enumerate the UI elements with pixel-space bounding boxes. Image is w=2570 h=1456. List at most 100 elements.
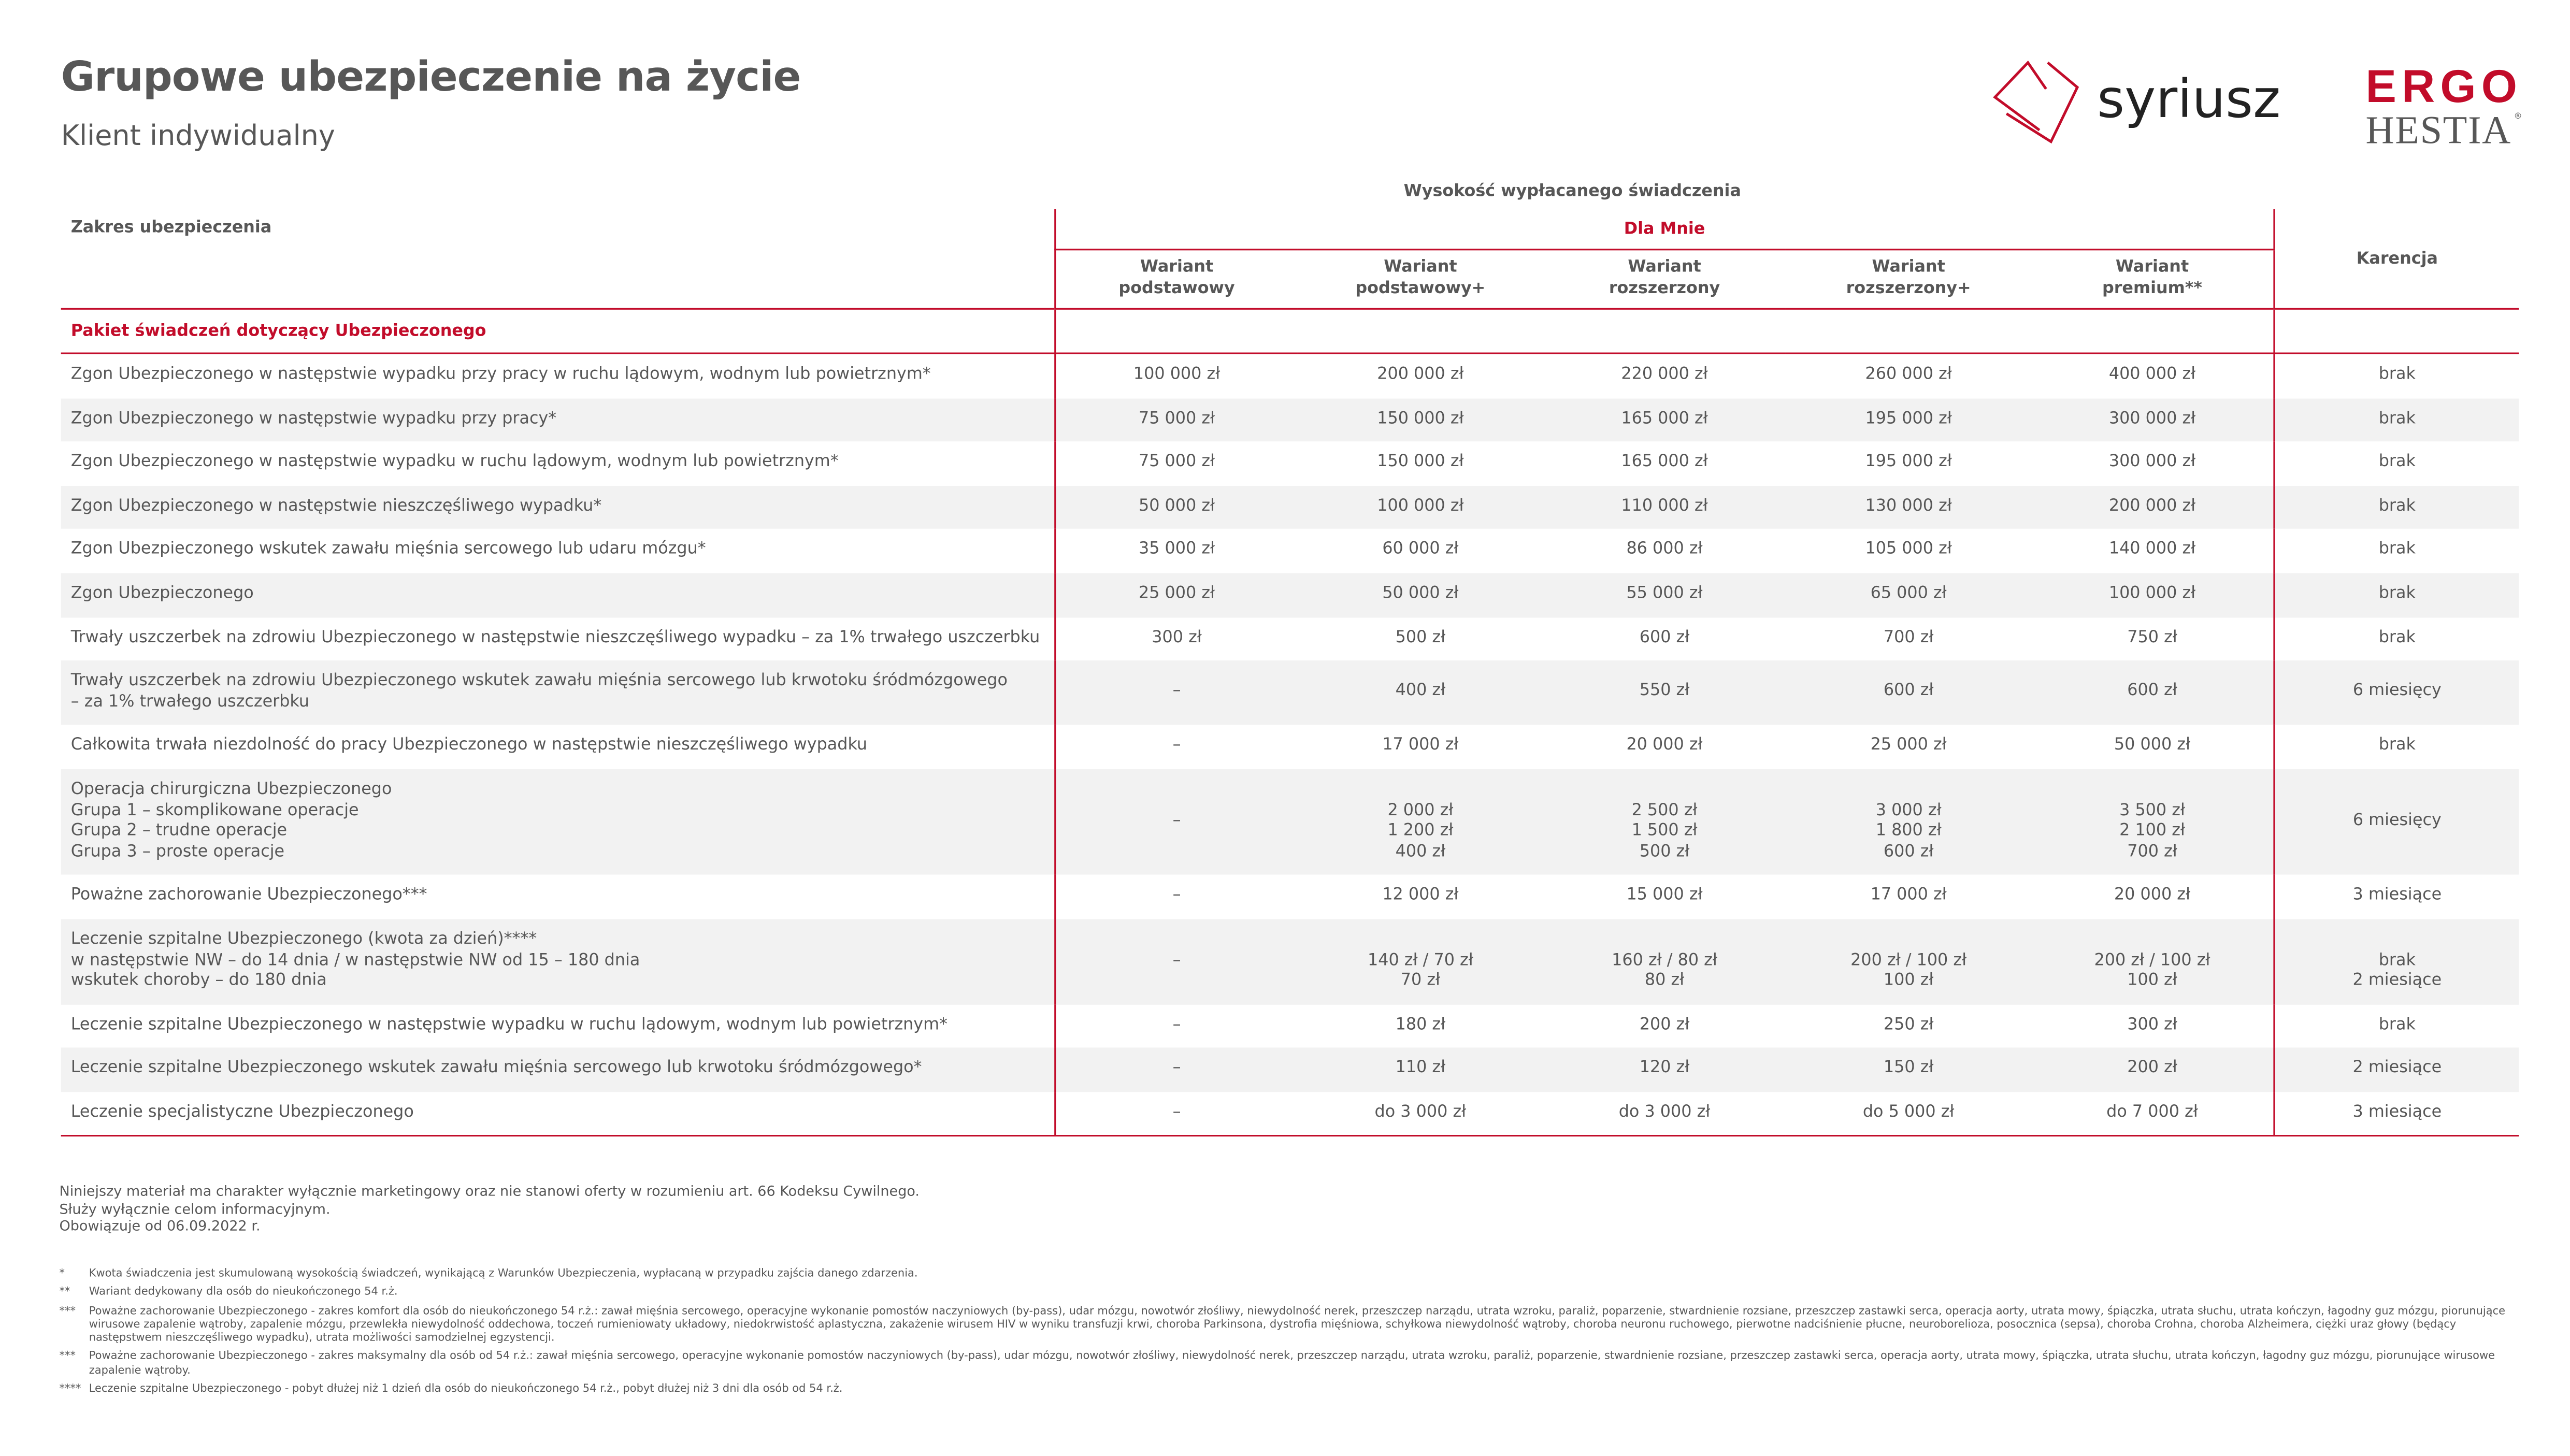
syriusz-logo: syriusz (1993, 60, 2280, 144)
footnote-text: Wariant dedykowany dla osób do nieukończ… (89, 1285, 398, 1299)
karencja-value: brak (2274, 617, 2519, 661)
benefit-value: 100 000 zł (2030, 573, 2275, 617)
benefit-value: 200 zł (1639, 1016, 1690, 1034)
row-label: Zgon Ubezpieczonego w następstwie nieszc… (61, 485, 1055, 529)
table-row: Zgon Ubezpieczonego w następstwie wypadk… (61, 441, 2519, 486)
benefit-value: – (1053, 769, 1299, 875)
variant-header: Wariant podstawowy (1053, 249, 1299, 309)
benefit-value: 3 000 zł 1 800 zł 600 zł (1786, 769, 2031, 875)
table-row: Leczenie szpitalne Ubezpieczonego w nast… (61, 1004, 2519, 1048)
benefit-value: 100 000 zł (1053, 353, 1299, 398)
table-row: Zgon Ubezpieczonego w następstwie wypadk… (61, 398, 2519, 442)
benefit-value: 50 000 zł (1298, 573, 1543, 617)
karencja-value: brak (2274, 725, 2519, 769)
benefit-value: 3 500 zł 2 100 zł 700 zł (2030, 769, 2275, 875)
benefit-value: 50 000 zł (1053, 485, 1299, 529)
benefit-value: 300 000 zł (2030, 398, 2275, 442)
benefit-value: 600 zł (1786, 660, 2031, 726)
benefit-value: 105 000 zł (1865, 541, 1952, 559)
karencja-value: 3 miesiące (2274, 875, 2519, 919)
benefit-value: do 5 000 zł (1786, 1091, 2031, 1137)
table-row: Trwały uszczerbek na zdrowiu Ubezpieczon… (61, 617, 2519, 661)
svg-text:®: ® (2514, 111, 2522, 121)
benefit-value: – (1053, 1004, 1299, 1048)
table-row: Leczenie specjalistyczne Ubezpieczonego –… (61, 1091, 2519, 1137)
benefit-value: 160 zł / 80 zł 80 zł (1542, 919, 1787, 1004)
karencja-value: 3 miesiące (2274, 1091, 2519, 1137)
benefit-value: 200 000 zł (2030, 485, 2275, 529)
row-label: Trwały uszczerbek na zdrowiu Ubezpieczon… (70, 628, 1040, 647)
benefit-value: 550 zł (1542, 660, 1787, 726)
footnote-text: Poważne zachorowanie Ubezpieczonego - za… (89, 1349, 2495, 1377)
benefit-value: 20 000 zł (1626, 737, 1703, 755)
benefit-value: 300 000 zł (2108, 453, 2196, 472)
variant-header: Wariant podstawowy+ (1355, 258, 1486, 297)
benefit-value: 110 zł (1298, 1048, 1543, 1092)
karencja-value: 6 miesięcy (2274, 769, 2519, 875)
table-row: Leczenie szpitalne Ubezpieczonego (kwota… (61, 919, 2519, 1004)
benefit-value: 165 000 zł (1542, 398, 1787, 442)
benefit-value: 250 zł (1883, 1016, 1934, 1034)
benefit-value: 25 000 zł (1053, 573, 1299, 617)
benefit-value: 110 000 zł (1542, 485, 1787, 529)
benefit-value: 200 zł / 100 zł 100 zł (1786, 919, 2031, 1004)
benefit-value: 20 000 zł (2114, 886, 2191, 905)
hestia-wordmark: HESTIA (2365, 108, 2510, 152)
row-label: Leczenie szpitalne Ubezpieczonego wskute… (61, 1048, 1055, 1092)
footnote-text: Leczenie szpitalne Ubezpieczonego - poby… (89, 1382, 843, 1395)
row-label: Leczenie szpitalne Ubezpieczonego w nast… (70, 1016, 948, 1034)
row-label: Trwały uszczerbek na zdrowiu Ubezpieczon… (61, 660, 1055, 726)
benefit-value: 100 000 zł (1298, 485, 1543, 529)
benefit-value: 700 zł (1883, 628, 1934, 647)
benefit-value: 25 000 zł (1870, 737, 1947, 755)
footnote-mark: ** (59, 1285, 70, 1299)
benefit-value: do 3 000 zł (1542, 1091, 1787, 1137)
table-row: Leczenie szpitalne Ubezpieczonego wskute… (61, 1048, 2519, 1092)
karencja-value: 6 miesięcy (2274, 660, 2519, 726)
footnote-text: Poważne zachorowanie Ubezpieczonego - za… (89, 1304, 2506, 1345)
benefit-value: 260 000 zł (1865, 365, 1952, 384)
footnote-mark: *** (59, 1349, 76, 1363)
benefit-value: 12 000 zł (1382, 886, 1459, 905)
benefit-value: 55 000 zł (1542, 573, 1787, 617)
benefit-value: 600 zł (2030, 660, 2275, 726)
karencja-value: 2 miesiące (2274, 1048, 2519, 1092)
benefit-value: 165 000 zł (1621, 453, 1708, 472)
benefit-value: 300 zł (1053, 617, 1299, 661)
table-row: Zgon Ubezpieczonego 25 000 zł 50 000 zł 55 … (61, 573, 2519, 617)
row-label: Zgon Ubezpieczonego (61, 573, 1055, 617)
syriusz-diamond-icon (1993, 60, 2079, 144)
row-label: Zgon Ubezpieczonego w następstwie wypadk… (70, 453, 839, 472)
benefit-value: 220 000 zł (1621, 365, 1708, 384)
footnotes: * Kwota świadczenia jest skumulowaną wyso… (59, 1266, 2514, 1401)
benefit-value: 200 zł / 100 zł 100 zł (2030, 919, 2275, 1004)
section-label: Pakiet świadczeń dotyczący Ubezpieczoneg… (61, 308, 1055, 354)
benefit-value: 600 zł (1639, 628, 1690, 647)
footnote-text: Kwota świadczenia jest skumulowaną wysok… (89, 1266, 918, 1280)
footnote: **** Leczenie szpitalne Ubezpieczonego - … (59, 1382, 2514, 1395)
benefit-value: 35 000 zł (1053, 529, 1299, 573)
plan-header: Dla Mnie (1053, 209, 2275, 251)
benefit-value: 750 zł (2127, 628, 2177, 647)
benefit-value: 130 000 zł (1786, 485, 2031, 529)
benefit-value: 400 000 zł (2108, 365, 2196, 384)
row-label: Poważne zachorowanie Ubezpieczonego*** (70, 886, 427, 905)
footnote-mark: **** (59, 1382, 81, 1395)
table-row: Zgon Ubezpieczonego wskutek zawału mięśn… (61, 529, 2519, 573)
benefit-value: 17 000 zł (1870, 886, 1947, 905)
table-row: Poważne zachorowanie Ubezpieczonego*** – 1… (61, 875, 2519, 919)
benefit-value: 140 zł / 70 zł 70 zł (1298, 919, 1543, 1004)
benefit-value: 140 000 zł (2108, 541, 2196, 559)
benefit-value: 2 500 zł 1 500 zł 500 zł (1542, 769, 1787, 875)
row-label: Zgon Ubezpieczonego w następstwie wypadk… (61, 398, 1055, 442)
benefit-value: 500 zł (1395, 628, 1446, 647)
benefit-value: 60 000 zł (1382, 541, 1459, 559)
benefit-value: do 3 000 zł (1298, 1091, 1543, 1137)
row-label: Leczenie szpitalne Ubezpieczonego (kwota… (61, 919, 1055, 1004)
benefit-value: do 7 000 zł (2030, 1091, 2275, 1137)
karencja-value: brak 2 miesiące (2274, 919, 2519, 1004)
table-row: Trwały uszczerbek na zdrowiu Ubezpieczon… (61, 660, 2519, 726)
karencja-value: brak (2274, 398, 2519, 442)
footnote-mark: *** (59, 1304, 76, 1317)
